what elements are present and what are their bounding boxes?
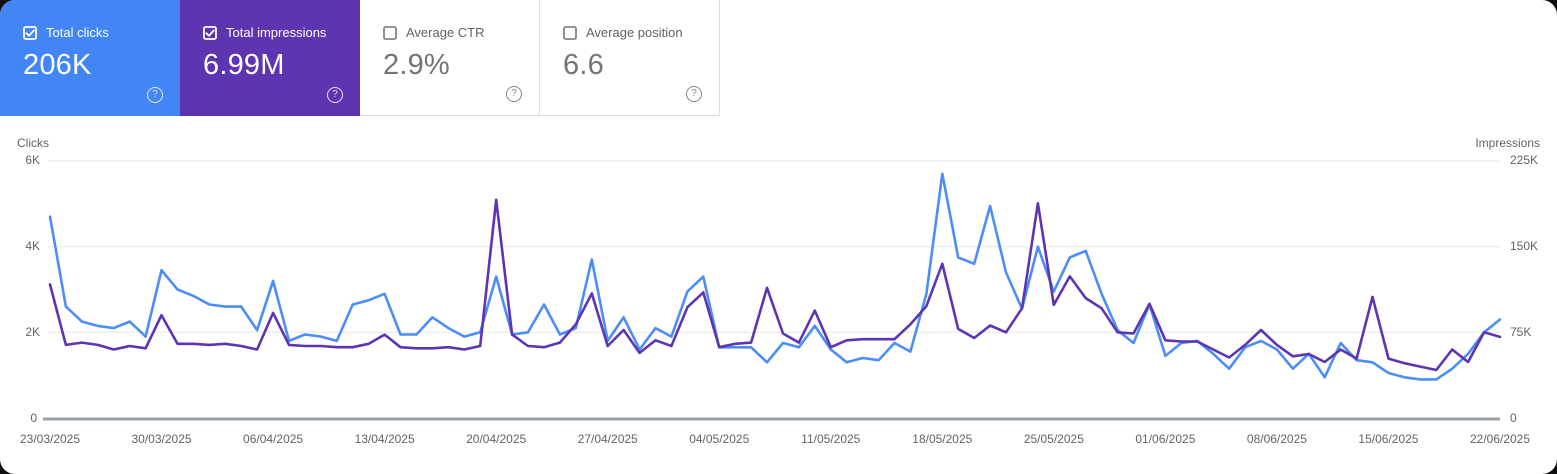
metric-cards-row: Total clicks 206K ? Total impressions 6.…: [0, 0, 720, 116]
card-label: Average CTR: [406, 25, 485, 40]
metric-card-average-position[interactable]: Average position 6.6 ?: [540, 0, 720, 116]
x-axis-label: 20/04/2025: [466, 432, 527, 446]
help-icon[interactable]: ?: [147, 87, 163, 103]
checkbox-checked-icon[interactable]: [23, 25, 37, 40]
average-position-value: 6.6: [563, 49, 604, 81]
x-axis-label: 04/05/2025: [689, 432, 750, 446]
x-axis-label: 30/03/2025: [131, 432, 192, 446]
metric-card-total-clicks[interactable]: Total clicks 206K ?: [0, 0, 180, 116]
left-axis-tick: 6K: [25, 153, 40, 167]
x-axis-label: 25/05/2025: [1023, 432, 1084, 446]
card-header: Total impressions: [203, 25, 360, 40]
help-icon[interactable]: ?: [686, 86, 702, 102]
total-impressions-value: 6.99M: [203, 49, 285, 81]
right-axis-title: Impressions: [1475, 136, 1540, 150]
checkbox-checked-icon[interactable]: [203, 25, 217, 40]
x-axis-label: 13/04/2025: [354, 432, 415, 446]
x-axis-label: 01/06/2025: [1135, 432, 1196, 446]
checkbox-unchecked-icon[interactable]: [563, 25, 577, 40]
metric-card-total-impressions[interactable]: Total impressions 6.99M ?: [180, 0, 360, 116]
x-axis-label: 22/06/2025: [1469, 432, 1531, 446]
right-axis-tick: 0: [1510, 411, 1517, 425]
x-axis-label: 06/04/2025: [243, 432, 304, 446]
left-axis-tick: 2K: [25, 325, 40, 339]
card-header: Average position: [563, 25, 719, 40]
right-axis-tick: 150K: [1510, 239, 1539, 253]
x-axis-label: 11/05/2025: [801, 432, 861, 446]
x-axis-label: 08/06/2025: [1246, 432, 1307, 446]
total-clicks-value: 206K: [23, 49, 92, 81]
x-axis-label: 15/06/2025: [1358, 432, 1419, 446]
left-axis-title: Clicks: [17, 136, 49, 150]
card-header: Total clicks: [23, 25, 180, 40]
x-axis-label: 27/04/2025: [577, 432, 638, 446]
x-axis-label: 18/05/2025: [912, 432, 973, 446]
card-label: Average position: [586, 25, 683, 40]
left-axis-tick: 4K: [25, 239, 40, 253]
checkbox-unchecked-icon[interactable]: [383, 25, 397, 40]
right-axis-tick: 225K: [1510, 153, 1539, 167]
right-axis-tick: 75K: [1510, 325, 1532, 339]
average-ctr-value: 2.9%: [383, 49, 450, 81]
card-header: Average CTR: [383, 25, 539, 40]
card-label: Total impressions: [226, 25, 327, 40]
metric-card-average-ctr[interactable]: Average CTR 2.9% ?: [360, 0, 540, 116]
help-icon[interactable]: ?: [327, 87, 343, 103]
left-axis-tick: 0: [30, 411, 37, 425]
card-label: Total clicks: [46, 25, 109, 40]
help-icon[interactable]: ?: [506, 86, 522, 102]
x-axis-label: 23/03/2025: [19, 432, 81, 446]
